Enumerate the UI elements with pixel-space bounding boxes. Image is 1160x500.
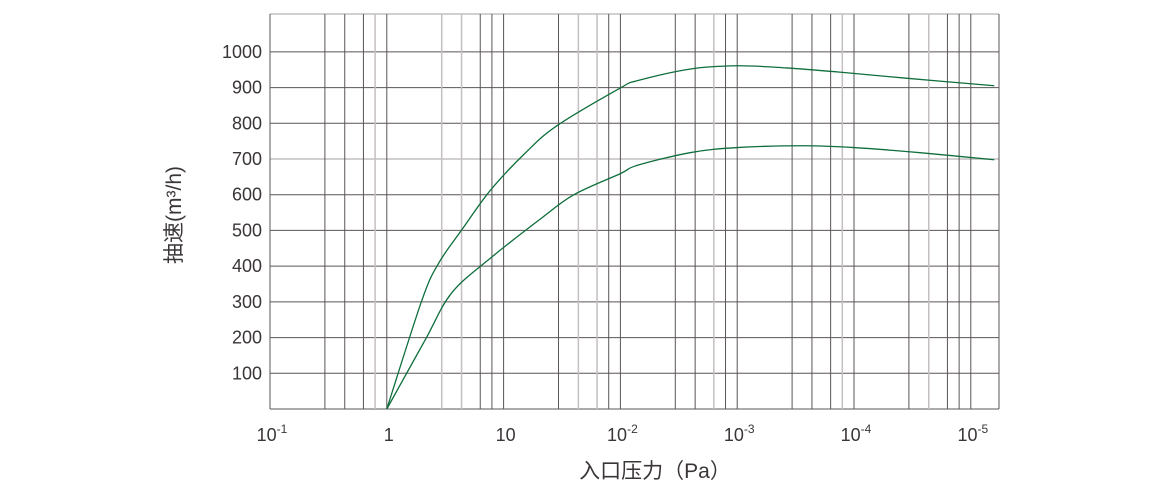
x-tick-base: 1 <box>384 425 394 445</box>
x-tick-exponent: -4 <box>861 422 872 436</box>
x-tick-label: 1 <box>384 425 394 445</box>
x-tick-base: 10 <box>257 425 277 445</box>
series-line-1 <box>386 65 995 410</box>
y-tick-label: 1000 <box>222 42 262 62</box>
x-tick-label: 10-1 <box>257 422 288 445</box>
y-axis-title: 抽速(m³/h) <box>163 166 186 264</box>
y-tick-label: 400 <box>232 256 262 276</box>
curves <box>386 65 995 410</box>
x-axis-title: 入口压力（Pa） <box>579 460 731 483</box>
y-tick-label: 200 <box>232 328 262 348</box>
y-tick-label: 600 <box>232 185 262 205</box>
x-tick-base: 10 <box>841 425 861 445</box>
x-tick-label: 10-3 <box>724 422 755 445</box>
y-tick-label: 900 <box>232 78 262 98</box>
series-line-2 <box>386 145 995 410</box>
x-tick-base: 10 <box>496 425 516 445</box>
x-tick-exponent: -1 <box>277 422 288 436</box>
y-tick-label: 800 <box>232 113 262 133</box>
y-tick-label: 300 <box>232 292 262 312</box>
x-tick-exponent: -3 <box>744 422 755 436</box>
y-tick-label: 700 <box>232 149 262 169</box>
x-tick-label: 10 <box>496 425 516 445</box>
x-tick-base: 10 <box>724 425 744 445</box>
x-tick-exponent: -2 <box>627 422 638 436</box>
x-tick-label: 10-2 <box>607 422 638 445</box>
x-tick-label: 10-5 <box>957 422 988 445</box>
x-tick-base: 10 <box>957 425 977 445</box>
x-tick-base: 10 <box>607 425 627 445</box>
y-tick-labels: 100 200 300 400 500 600 700 800 900 1000 <box>222 42 262 383</box>
y-tick-label: 500 <box>232 220 262 240</box>
x-tick-labels: 10-1 1 10 10-2 10-3 10-4 10-5 <box>257 422 989 445</box>
y-tick-label: 100 <box>232 363 262 383</box>
grid <box>269 13 1000 410</box>
x-tick-label: 10-4 <box>841 422 872 445</box>
x-tick-exponent: -5 <box>977 422 988 436</box>
